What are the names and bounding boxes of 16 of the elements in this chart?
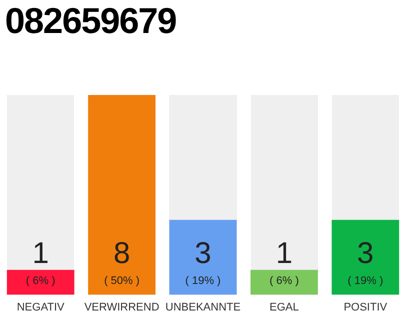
x-tick-label: UNBEKANNTE	[165, 301, 241, 314]
x-tick-label: NEGATIV	[16, 301, 65, 314]
annotation: ( 50% )	[104, 274, 140, 287]
data-label: 3	[357, 236, 374, 270]
annotation: ( 19% )	[185, 274, 221, 287]
data-label: 1	[32, 236, 49, 270]
x-tick-label: POSITIV	[344, 301, 388, 314]
chart-title: 082659679	[5, 0, 176, 42]
annotation: ( 6% )	[26, 274, 56, 287]
data-label: 8	[113, 236, 130, 270]
annotation: ( 19% )	[348, 274, 384, 287]
x-tick-label: EGAL	[270, 301, 299, 314]
x-tick-label: VERWIRREND	[84, 301, 160, 314]
data-label: 3	[194, 236, 212, 270]
data-label: 1	[276, 236, 293, 270]
annotation: ( 6% )	[270, 274, 299, 287]
